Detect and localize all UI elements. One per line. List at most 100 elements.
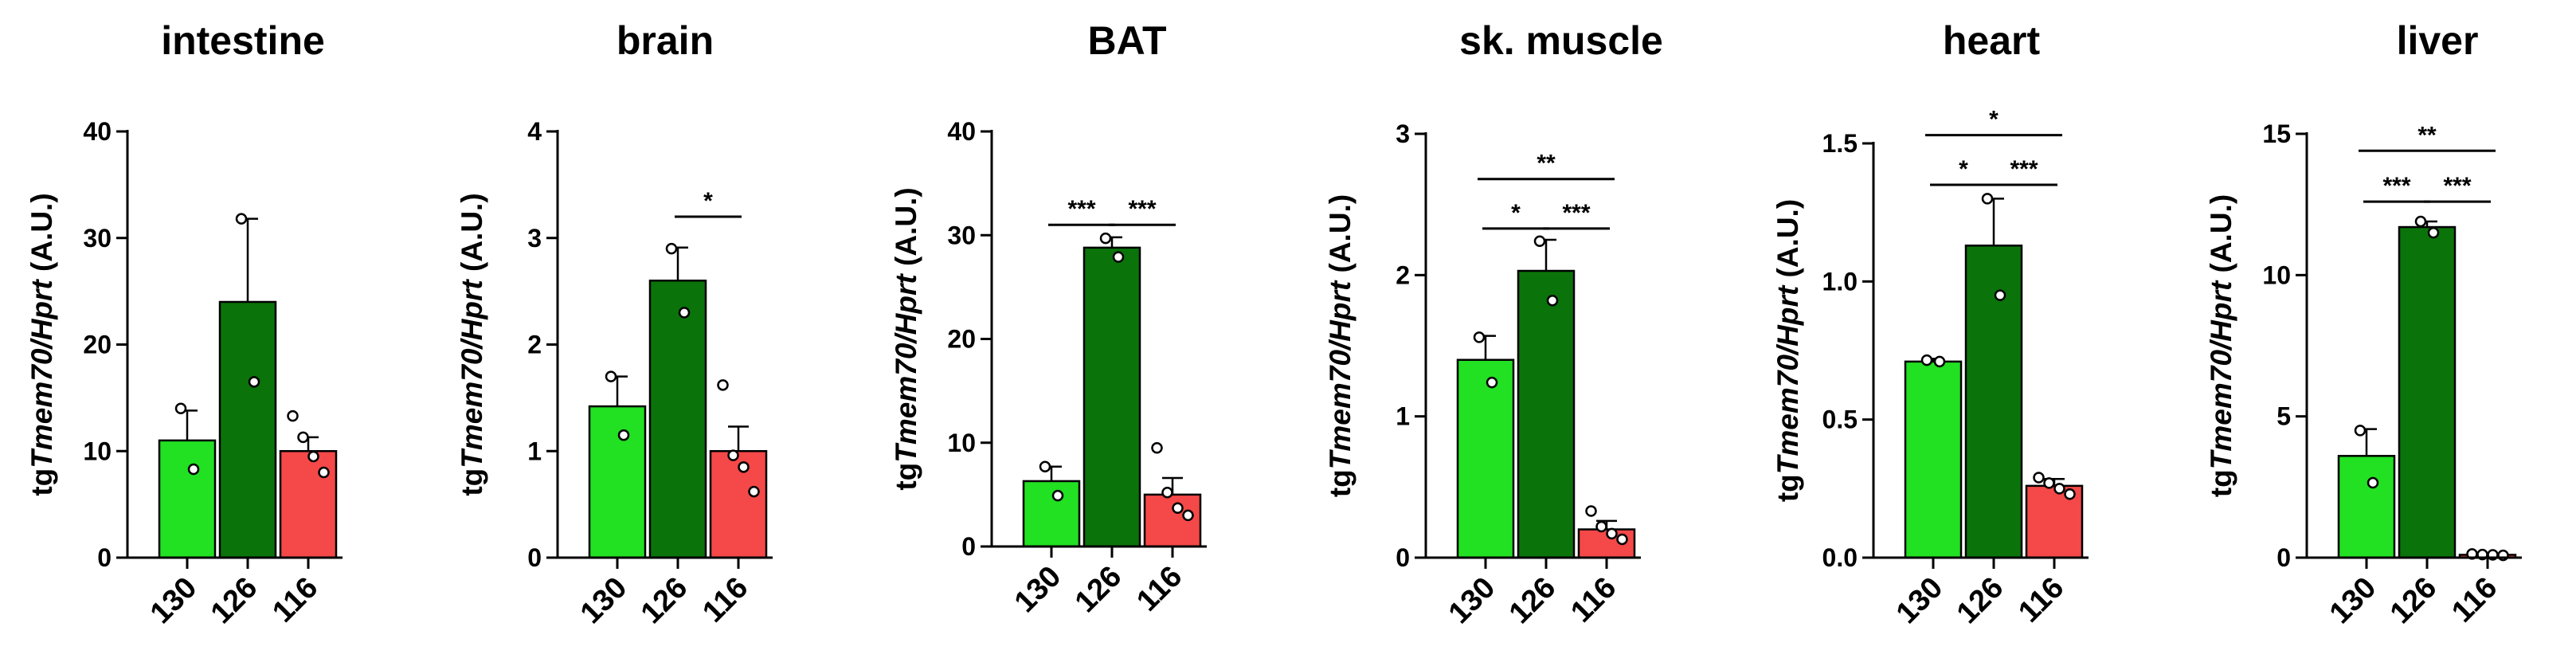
data-point-116 (738, 461, 750, 473)
bar-126 (648, 280, 707, 559)
y-axis-label-prefix: tg (2205, 469, 2237, 497)
bar-126 (2398, 225, 2457, 559)
chart-title: brain (617, 18, 714, 63)
data-point-130 (1920, 354, 1933, 366)
y-axis-label-suffix: (A.U.) (456, 193, 488, 280)
chart-title: heart (1943, 18, 2041, 63)
y-axis-label-gene: Tmem70/Hprt (1771, 284, 1804, 474)
y-tick-label: 20 (947, 325, 976, 354)
data-point-130 (2367, 476, 2379, 489)
data-point-116 (318, 466, 330, 479)
y-axis-label-gene: Tmem70/Hprt (890, 273, 922, 463)
y-tick-label: 10 (83, 437, 112, 465)
y-axis-label: tgTmem70/Hprt (A.U.) (456, 193, 488, 496)
data-point-126 (1546, 295, 1559, 307)
data-point-126 (2427, 226, 2440, 239)
y-tick-label: 2 (527, 331, 542, 359)
significance-label: * (1989, 107, 1999, 133)
data-point-126 (1533, 235, 1546, 248)
y-tick-label: 4 (527, 117, 542, 146)
significance-label: ** (1537, 151, 1556, 177)
bar-116 (279, 450, 338, 559)
bar-116 (1143, 493, 1202, 548)
y-tick-label: 20 (83, 331, 112, 359)
data-point-116 (1595, 520, 1607, 533)
data-point-116 (727, 449, 739, 461)
significance-label: * (1511, 200, 1521, 226)
data-point-126 (665, 242, 678, 255)
significance-label: *** (1562, 200, 1590, 226)
data-point-126 (1099, 232, 1112, 245)
data-point-130 (1486, 376, 1498, 389)
y-axis-label-gene: Tmem70/Hprt (25, 279, 58, 468)
y-tick-label: 1.0 (1822, 267, 1858, 296)
chart-title: intestine (161, 18, 325, 63)
y-tick-label: 15 (2262, 119, 2291, 148)
data-point-116 (1606, 527, 1618, 540)
bar-126 (1964, 245, 2023, 559)
y-tick-label: 10 (947, 429, 976, 457)
bar-130 (588, 405, 647, 559)
significance-label: *** (2382, 173, 2410, 199)
data-point-116 (1585, 505, 1597, 517)
y-tick-label: 40 (947, 117, 976, 146)
chart-title: liver (2397, 18, 2479, 63)
data-point-126 (235, 213, 248, 225)
data-point-130 (1051, 489, 1064, 502)
y-tick-label: 40 (83, 117, 112, 146)
data-point-116 (717, 379, 729, 391)
y-tick-label: 30 (947, 221, 976, 249)
y-tick-label: 0 (2277, 543, 2291, 572)
data-point-116 (2033, 472, 2045, 484)
y-axis-label-prefix: tg (456, 468, 488, 496)
data-point-130 (1039, 460, 1051, 472)
data-point-116 (1161, 487, 1173, 499)
data-point-130 (617, 429, 630, 441)
data-point-126 (678, 307, 691, 319)
significance-label: *** (1128, 196, 1156, 222)
significance-label: ** (2417, 122, 2437, 148)
y-tick-label: 1.5 (1822, 129, 1858, 158)
y-axis-label: tgTmem70/Hprt (A.U.) (890, 187, 922, 490)
bar-126 (1517, 269, 1576, 559)
y-tick-label: 2 (1396, 260, 1410, 289)
data-point-116 (287, 409, 299, 422)
y-axis-label-suffix: (A.U.) (890, 187, 922, 274)
data-point-126 (1981, 193, 1994, 205)
chart-title: BAT (1087, 18, 1166, 63)
y-axis-label-suffix: (A.U.) (2205, 194, 2237, 281)
y-axis-label-suffix: (A.U.) (1771, 199, 1804, 286)
data-point-116 (2064, 488, 2076, 500)
data-point-116 (2043, 477, 2055, 489)
y-axis-label-prefix: tg (1324, 469, 1357, 497)
significance-label: *** (2010, 156, 2038, 182)
data-point-126 (1994, 289, 2006, 301)
y-axis-label-gene: Tmem70/Hprt (456, 279, 488, 468)
y-axis-label: tgTmem70/Hprt (A.U.) (1324, 194, 1357, 497)
y-axis-label: tgTmem70/Hprt (A.U.) (1771, 199, 1804, 502)
y-axis-label-gene: Tmem70/Hprt (2205, 280, 2237, 469)
significance-label: * (1959, 156, 1968, 182)
data-point-130 (174, 402, 187, 414)
y-tick-label: 0.5 (1822, 405, 1858, 434)
y-tick-label: 0.0 (1822, 543, 1858, 572)
data-point-130 (605, 370, 617, 382)
y-tick-label: 0 (1396, 543, 1410, 572)
y-tick-label: 3 (1396, 119, 1410, 148)
data-point-116 (1182, 509, 1194, 522)
y-axis-label: tgTmem70/Hprt (A.U.) (25, 193, 58, 496)
y-axis-label-suffix: (A.U.) (1324, 194, 1357, 281)
data-point-130 (1933, 355, 1946, 368)
y-tick-label: 1 (527, 437, 542, 465)
y-axis-label-prefix: tg (1771, 474, 1804, 502)
data-point-126 (2414, 215, 2427, 228)
bar-126 (1082, 246, 1141, 548)
y-tick-label: 3 (527, 224, 542, 253)
significance-label: *** (1067, 196, 1095, 222)
y-tick-label: 0 (961, 532, 976, 561)
